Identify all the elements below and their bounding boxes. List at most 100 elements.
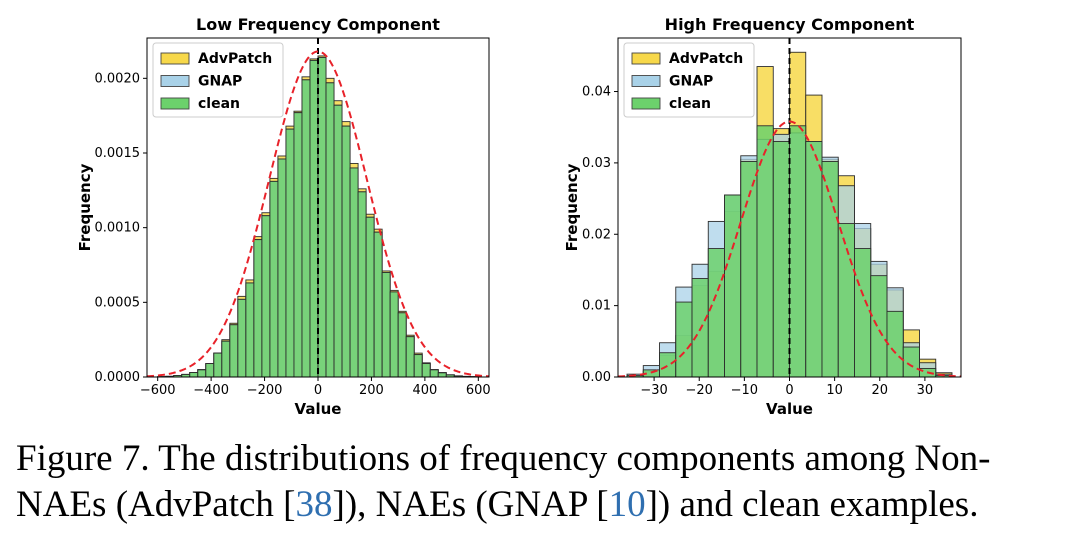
histogram-bar <box>357 191 367 378</box>
histogram-bar <box>341 125 351 378</box>
histogram-bar <box>189 372 199 378</box>
histogram-bar <box>421 363 431 378</box>
histogram-bar <box>197 369 207 378</box>
normal-fit-curve <box>146 50 490 378</box>
x-tick-label: 10 <box>826 383 843 398</box>
figure-panels: −600 −400 −200 0 200 400 6000.00000.00050.0010… <box>76 15 962 418</box>
histogram-bar <box>724 194 742 378</box>
series-clean <box>626 125 953 378</box>
histogram-bar <box>269 180 279 378</box>
y-tick-label: 0.04 <box>582 85 611 100</box>
histogram-bar <box>902 346 920 378</box>
y-tick-label: 0.0005 <box>95 295 141 310</box>
histogram-bar <box>821 161 839 378</box>
x-tick-label: 200 <box>359 383 384 398</box>
y-tick-label: 0.0015 <box>95 146 141 161</box>
citation-link-10[interactable]: 10 <box>608 484 646 525</box>
y-tick-label: 0.0000 <box>95 370 141 385</box>
legend-label-advpatch: AdvPatch <box>198 51 272 67</box>
legend-swatch-advpatch <box>160 52 190 65</box>
histogram-bar <box>437 372 447 378</box>
histogram-bar <box>221 340 231 378</box>
x-tick-label: −600 <box>140 383 176 398</box>
x-tick-label: 30 <box>917 383 934 398</box>
chart-title: High Frequency Component <box>665 15 915 34</box>
histogram-bar <box>333 104 343 378</box>
x-tick-label: 0 <box>785 383 793 398</box>
legend: AdvPatch GNAP clean <box>152 42 284 118</box>
legend-label-clean: clean <box>198 96 240 112</box>
high-frequency-chart: −30 −20 −10 0 10 20 30 0.00 0.01 0.02 0.03 0.04 High… <box>563 15 962 418</box>
histogram-bar <box>837 223 855 378</box>
histogram-bar <box>205 363 215 378</box>
legend-swatch-gnap <box>631 75 661 87</box>
histogram-bar <box>245 282 255 378</box>
normal-fit-curve <box>617 120 962 378</box>
y-tick-label: 0.01 <box>582 299 611 314</box>
legend-label-advpatch: AdvPatch <box>669 51 743 67</box>
x-axis-label: Value <box>766 400 813 418</box>
figure-caption: Figure 7. The distributions of frequency… <box>16 436 1061 528</box>
histogram-bar <box>870 275 888 378</box>
chart-title: Low Frequency Component <box>196 15 440 34</box>
y-tick-label: 0.02 <box>582 227 611 242</box>
legend-swatch-clean <box>631 97 661 110</box>
histogram-bar <box>349 167 359 378</box>
histogram-bar <box>413 354 423 378</box>
histogram-bar <box>277 158 287 378</box>
series-clean <box>157 56 479 378</box>
x-axis-label: Value <box>295 400 342 418</box>
x-tick-label: 20 <box>871 383 888 398</box>
caption-text-1: Figure 7. The distributions of frequency… <box>16 438 991 479</box>
histogram-bar <box>373 231 383 378</box>
histogram-bar <box>365 216 375 378</box>
histogram-bar <box>675 301 693 378</box>
legend-label-clean: clean <box>669 96 711 112</box>
histogram-bar <box>429 369 439 378</box>
histogram-bar <box>381 272 391 378</box>
caption-text-4: ]) and clean examples. <box>645 484 979 525</box>
legend-swatch-gnap <box>160 75 190 87</box>
histogram-bar <box>301 79 311 378</box>
histogram-bar <box>237 298 247 378</box>
histogram-bar <box>389 291 399 378</box>
legend-label-gnap: GNAP <box>198 74 242 90</box>
x-tick-label: 400 <box>412 383 437 398</box>
histogram-bar <box>285 128 295 378</box>
x-tick-label: −200 <box>247 383 283 398</box>
x-tick-label: −400 <box>193 383 229 398</box>
histogram-bar <box>317 56 327 378</box>
y-axis-label: Frequency <box>563 163 581 251</box>
y-tick-label: 0.00 <box>582 370 611 385</box>
x-tick-label: −10 <box>731 383 758 398</box>
caption-text-3: ]), NAEs (GNAP [ <box>332 484 609 525</box>
caption-text-2: NAEs (AdvPatch [ <box>16 484 296 525</box>
citation-link-38[interactable]: 38 <box>295 484 333 525</box>
histogram-bar <box>854 248 872 378</box>
histogram-bar <box>707 248 725 378</box>
x-tick-label: −30 <box>640 383 667 398</box>
histogram-bar <box>309 59 319 378</box>
legend: AdvPatch GNAP clean <box>623 42 755 118</box>
histogram-bar <box>805 141 823 378</box>
histogram-bar <box>213 352 223 378</box>
histogram-bar <box>293 112 303 378</box>
x-tick-label: 600 <box>466 383 491 398</box>
x-tick-label: 0 <box>314 383 322 398</box>
histogram-bar <box>405 336 415 378</box>
histogram-bar <box>253 239 263 378</box>
y-tick-label: 0.0010 <box>95 221 141 236</box>
y-tick-label: 0.0020 <box>95 71 141 86</box>
y-axis-label: Frequency <box>76 163 94 251</box>
histogram-bar <box>772 141 790 378</box>
x-tick-label: −20 <box>686 383 713 398</box>
histogram-bar <box>789 125 807 378</box>
histogram-bar <box>229 324 239 378</box>
histogram-bar <box>261 215 271 378</box>
legend-label-gnap: GNAP <box>669 74 713 90</box>
legend-swatch-advpatch <box>631 52 661 65</box>
low-frequency-chart: −600 −400 −200 0 200 400 600 0.0000 0.0005 0.0010… <box>76 15 491 418</box>
histogram-bar <box>397 312 407 378</box>
legend-swatch-clean <box>160 97 190 110</box>
histogram-bar <box>325 82 335 378</box>
